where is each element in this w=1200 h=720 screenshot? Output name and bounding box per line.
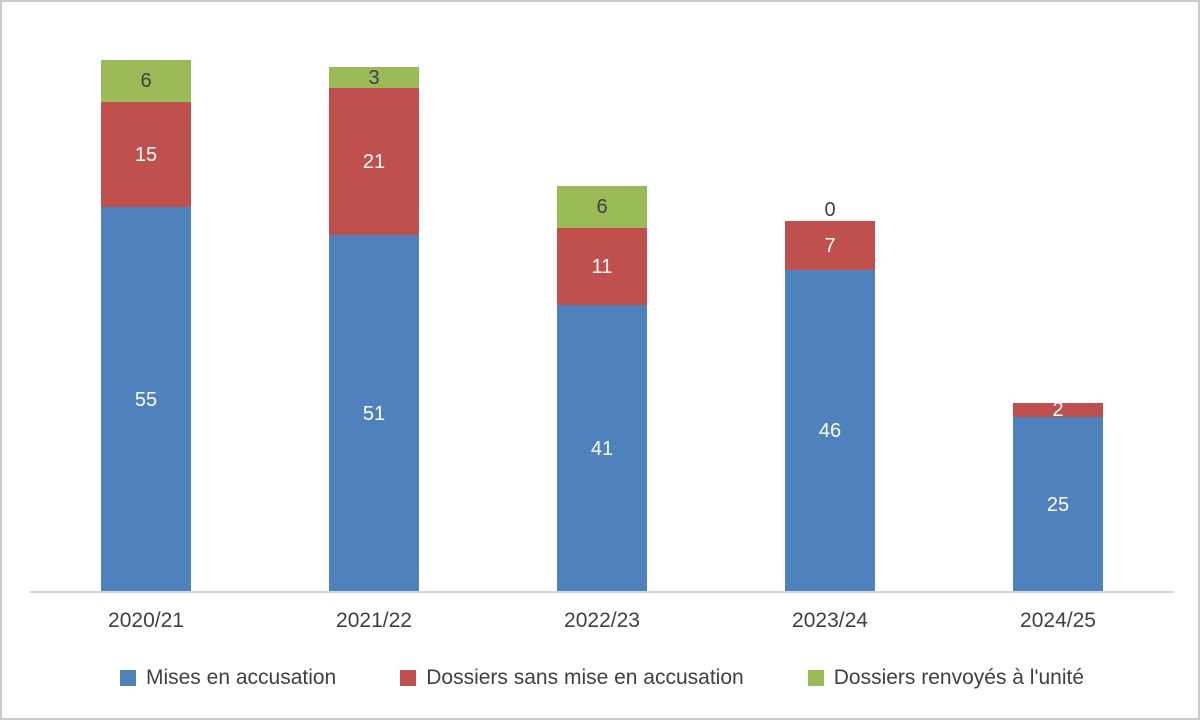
category-label: 2020/21 xyxy=(108,609,184,632)
legend-item: Dossiers sans mise en accusation xyxy=(400,666,744,690)
bar-segment xyxy=(1013,403,1103,417)
bar-segment xyxy=(785,270,875,592)
bar-segment xyxy=(557,228,647,305)
bar-value-label: 21 xyxy=(362,150,386,173)
bar-segment xyxy=(329,88,419,235)
legend-item: Dossiers renvoyés à l'unité xyxy=(807,666,1085,690)
bar-segment xyxy=(101,207,191,592)
bar-segment xyxy=(329,235,419,592)
bar-segment xyxy=(785,221,875,270)
bar-value-label: 41 xyxy=(590,437,614,460)
x-axis-line xyxy=(30,591,1174,593)
legend-swatch xyxy=(807,670,824,686)
legend-item: Mises en accusation xyxy=(119,666,337,690)
bar-segment xyxy=(101,102,191,207)
bar-value-label: 11 xyxy=(591,255,613,278)
category-label: 2022/23 xyxy=(564,609,640,632)
chart-legend: Mises en accusation Dossiers sans mise en… xyxy=(2,662,1198,694)
bar-value-label: 55 xyxy=(134,388,158,411)
bar-segment xyxy=(557,186,647,228)
bar-value-label: 3 xyxy=(368,66,380,89)
legend-label: Dossiers sans mise en accusation xyxy=(426,666,744,689)
category-label: 2021/22 xyxy=(336,609,412,632)
bar-value-label: 51 xyxy=(362,402,386,425)
legend-label: Dossiers renvoyés à l'unité xyxy=(833,666,1085,689)
bar-value-label: 15 xyxy=(134,143,158,166)
legend-label: Mises en accusation xyxy=(145,666,337,689)
bar-value-label: 25 xyxy=(1046,493,1070,516)
legend-swatch xyxy=(119,670,136,686)
bar-segment xyxy=(101,60,191,102)
legend-swatch xyxy=(400,670,417,686)
category-label: 2024/25 xyxy=(1020,609,1096,632)
bar-segment xyxy=(329,67,419,88)
bar-value-label: 46 xyxy=(818,420,842,442)
bar-value-label: 2 xyxy=(1052,399,1064,421)
bar-value-label: 6 xyxy=(596,196,608,218)
bar-value-label: 7 xyxy=(824,234,836,257)
bar-value-label: 0 xyxy=(824,199,836,221)
bar-value-label: 6 xyxy=(140,70,152,92)
bar-segment xyxy=(1013,417,1103,592)
category-label: 2023/24 xyxy=(792,609,868,632)
bar-segment xyxy=(557,305,647,592)
